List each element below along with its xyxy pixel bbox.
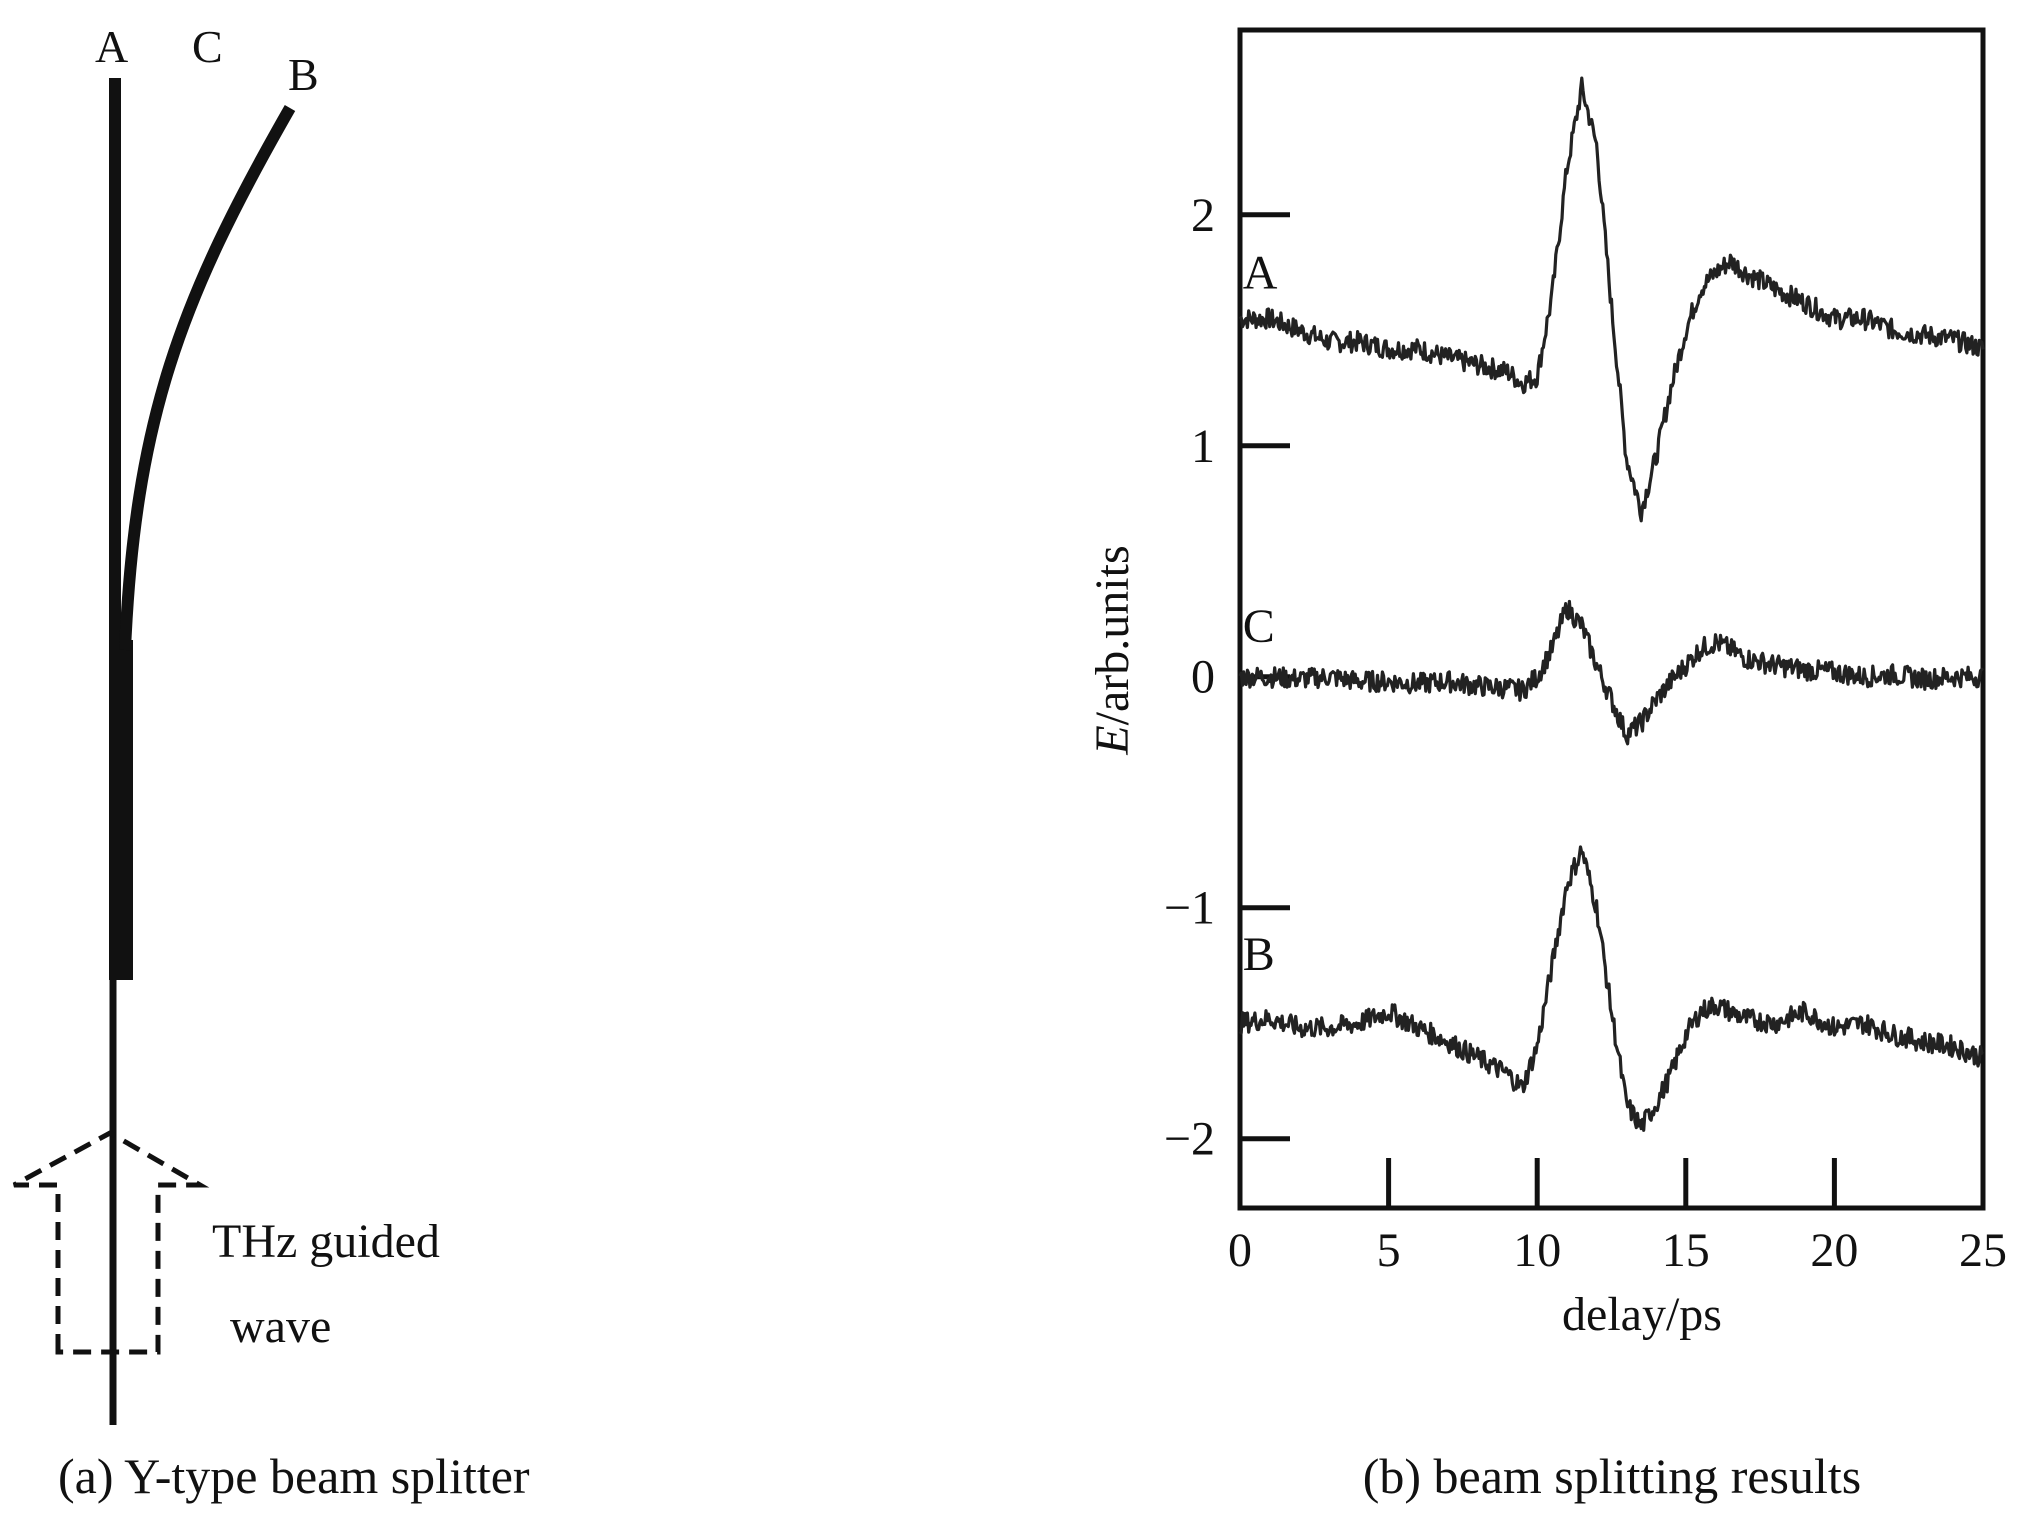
y-axis-label-rest: /arb.units: [1086, 545, 1139, 725]
input-label-line2: wave: [230, 1300, 331, 1353]
waveguide-branch-b: [119, 105, 296, 651]
x-tick-label: 10: [1513, 1224, 1561, 1277]
series-label-b: B: [1243, 928, 1275, 981]
caption-a: (a) Y-type beam splitter: [58, 1448, 530, 1504]
panel-b: 0 5 10 15 20 25 210−1−2 ACB delay/ps E/arb.un…: [1086, 27, 2007, 1504]
panel-a: A C B THz guided wave (a) Y-type beam sp…: [12, 21, 530, 1504]
y-tick-label: 0: [1191, 651, 1215, 704]
series-line-a: [1238, 76, 1985, 523]
x-axis-label: delay/ps: [1562, 1288, 1722, 1341]
y-tick-label: 1: [1191, 420, 1215, 473]
x-tick-label: 15: [1662, 1224, 1710, 1277]
series-layer: A C B: [1238, 76, 1985, 1132]
series-label-c: C: [1243, 600, 1275, 653]
series-label-a: A: [1243, 247, 1278, 300]
dashed-up-arrow-icon: [12, 1130, 210, 1355]
x-tick-label: 5: [1377, 1224, 1401, 1277]
series-line-b: [1238, 845, 1984, 1132]
plot-frame: [1237, 27, 1986, 1211]
series-line-c: [1238, 599, 1985, 746]
branch-label-b: B: [288, 49, 319, 100]
branch-label-c: C: [192, 21, 223, 72]
y-axis-label-italic: E: [1086, 725, 1139, 755]
y-axis-label: E/arb.units: [1086, 545, 1139, 755]
y-axis-ticks: 2 1 0 −1 −2: [1164, 189, 1290, 1166]
x-tick-label: 0: [1228, 1224, 1252, 1277]
x-tick-label: 20: [1810, 1224, 1858, 1277]
caption-b: (b) beam splitting results: [1363, 1448, 1862, 1504]
y-tick-label: 2: [1191, 189, 1215, 242]
branch-label-a: A: [95, 21, 128, 72]
x-axis-ticks: 0 5 10 15 20 25: [1228, 1158, 2007, 1277]
y-tick-label: −1: [1164, 882, 1215, 935]
y-tick-label: −2: [1164, 1113, 1215, 1166]
x-tick-label: 25: [1959, 1224, 2007, 1277]
input-label-line1: THz guided: [212, 1215, 440, 1268]
